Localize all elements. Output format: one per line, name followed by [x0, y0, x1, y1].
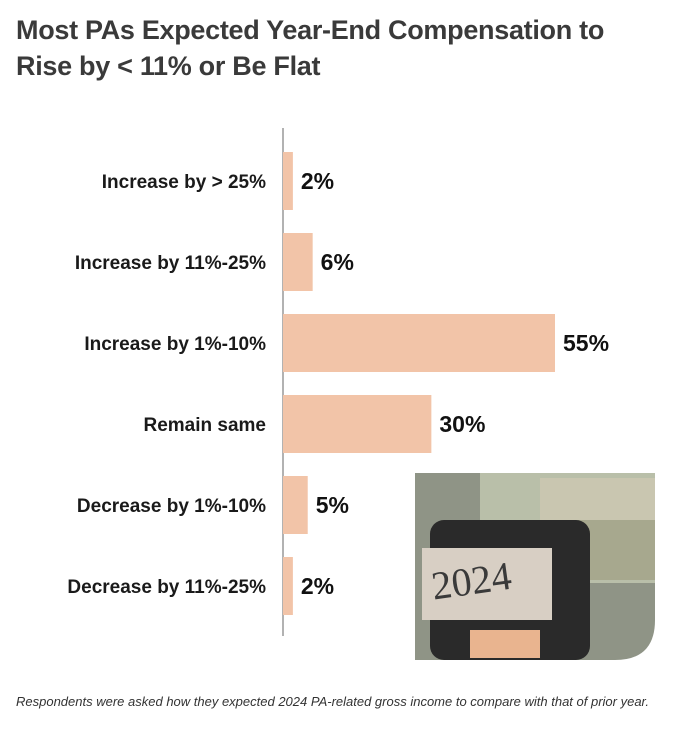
- value-label: 30%: [439, 411, 485, 437]
- bar: [283, 152, 293, 210]
- photo: 2024: [415, 473, 655, 660]
- category-label: Increase by > 25%: [102, 172, 266, 193]
- bar: [283, 476, 308, 534]
- category-label: Remain same: [143, 415, 266, 436]
- value-label: 55%: [563, 330, 609, 356]
- chart-title: Most PAs Expected Year-End Compensation …: [16, 15, 605, 81]
- bar: [283, 233, 313, 291]
- category-label: Increase by 11%-25%: [75, 253, 266, 274]
- photo-text: 2024: [429, 553, 514, 609]
- value-label: 5%: [316, 492, 349, 518]
- bar: [283, 557, 293, 615]
- bar: [283, 395, 432, 453]
- footnote: Respondents were asked how they expected…: [16, 694, 650, 709]
- value-label: 2%: [301, 168, 334, 194]
- category-label: Decrease by 1%-10%: [77, 496, 266, 517]
- bar: [283, 314, 555, 372]
- value-label: 2%: [301, 573, 334, 599]
- value-label: 6%: [321, 249, 354, 275]
- category-label: Decrease by 11%-25%: [67, 577, 266, 598]
- category-label: Increase by 1%-10%: [84, 334, 266, 355]
